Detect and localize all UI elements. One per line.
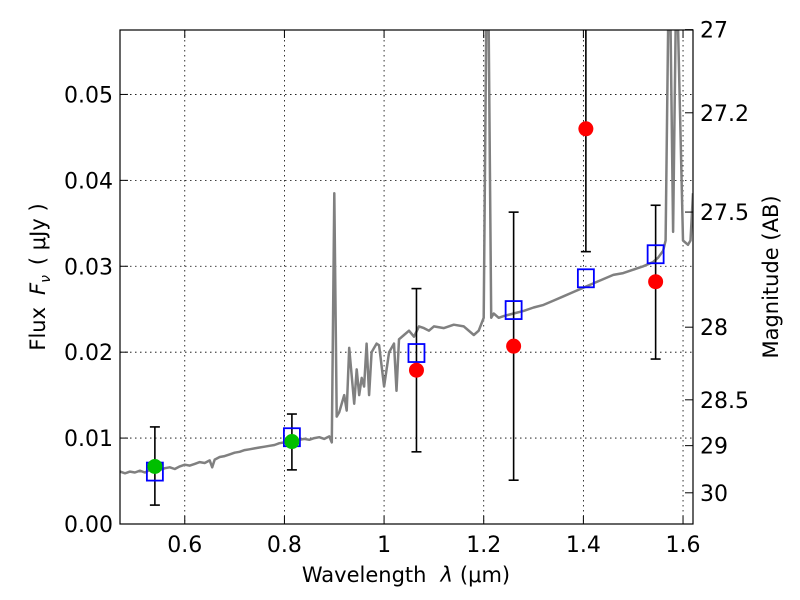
y-tick-label: 0.04 <box>64 169 113 194</box>
y-axis-title-prefix: Flux <box>26 307 50 351</box>
mag-tick-label: 28 <box>700 316 728 341</box>
photometry-circle-marker <box>506 338 522 354</box>
model-square-marker <box>504 300 523 320</box>
data-markers <box>145 121 665 482</box>
axes: 0.6 0.8 1 1.2 1.4 1.6 0.00 0.01 0.02 0.03 0.04 0.05… <box>64 19 749 558</box>
photometry-circle-marker <box>284 434 300 450</box>
x-tick-label: 1 <box>377 533 391 558</box>
x-tick-label: 1.4 <box>566 533 601 558</box>
x-tick-label: 0.6 <box>167 533 202 558</box>
mag-tick-label: 27.2 <box>700 102 749 127</box>
mag-tick-label: 29 <box>700 435 728 460</box>
mag-tick-label: 27.5 <box>700 201 749 226</box>
x-axis-title-symbol: λ <box>439 563 452 587</box>
model-square-marker <box>576 268 595 289</box>
x-tick-label: 1.6 <box>666 533 701 558</box>
y-axis-title-subscript: ν <box>38 275 54 283</box>
model-square-marker <box>646 244 665 265</box>
photometry-circle-marker <box>648 274 664 290</box>
spectrum-line <box>120 30 693 475</box>
photometry-circle-marker <box>147 458 163 474</box>
y-axis-title-symbol: F <box>26 282 50 295</box>
x-axis-title: Wavelength λ (μm) <box>302 563 510 587</box>
x-tick-label: 0.8 <box>267 533 302 558</box>
model-square-marker <box>407 343 426 363</box>
y-tick-label: 0.02 <box>64 341 113 366</box>
right-axis-title: Magnitude (AB) <box>759 195 783 358</box>
x-axis-title-prefix: Wavelength <box>302 563 427 587</box>
plot-area <box>120 30 693 475</box>
y-tick-label: 0.03 <box>64 255 113 280</box>
photometry-circle-marker <box>408 362 424 378</box>
x-tick-label: 1.2 <box>466 533 501 558</box>
mag-tick-label: 30 <box>700 482 728 507</box>
mag-tick-label: 27 <box>700 19 728 44</box>
y-tick-label: 0.05 <box>64 83 113 108</box>
y-axis-title-unit: ( μJy ) <box>26 203 50 265</box>
mag-tick-label: 28.5 <box>700 389 749 414</box>
y-tick-label: 0.01 <box>64 427 113 452</box>
x-axis-title-unit: (μm) <box>460 563 510 587</box>
plot-frame <box>119 29 694 525</box>
photometry-circle-marker <box>578 121 594 137</box>
y-tick-label: 0.00 <box>64 513 113 538</box>
y-axis-title: Flux Fν ( μJy ) <box>26 203 54 350</box>
